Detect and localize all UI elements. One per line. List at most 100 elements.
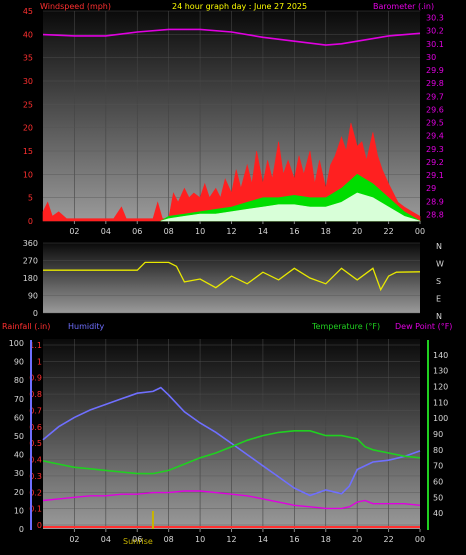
humidity-line: [42, 386, 421, 497]
hour-tick-label: 16: [289, 535, 299, 544]
barometer-tick: 29.1: [426, 171, 444, 180]
rainfall-tick: 0.4: [29, 456, 42, 465]
hour-tick-label: 06: [132, 535, 142, 544]
humidity-tick: 10: [14, 506, 24, 515]
windspeed-axis-label: Windspeed (mph): [40, 2, 111, 11]
wind-direction-series: [43, 261, 421, 292]
rainfall-ticks: 0 0.1 0.2 0.3 0.4 0.5 0.6 0.7 0.8 0.9 1 1.1: [29, 341, 42, 530]
wind-direction-grid: [43, 242, 420, 314]
rainfall-tick: 0.5: [29, 439, 42, 448]
wind-direction-ticks: 0 90 180 270 360: [23, 239, 38, 318]
hour-tick-label: 00: [415, 227, 425, 236]
direction-tick: 180: [23, 274, 38, 283]
barometer-tick: 29.6: [426, 105, 444, 114]
hour-tick-label: 18: [321, 535, 331, 544]
barometer-tick: 30.2: [426, 27, 444, 36]
hour-tick-label: 04: [101, 535, 111, 544]
temperature-line: [42, 430, 421, 475]
dewpoint-axis-label: Dew Point (°F): [395, 322, 452, 331]
barometer-tick: 29.9: [426, 66, 444, 75]
hour-tick-label: 02: [69, 227, 79, 236]
rainfall-tick: 0.9: [29, 374, 42, 383]
barometer-tick: 28.8: [426, 210, 444, 219]
windspeed-tick: 25: [23, 100, 33, 109]
barometer-tick: 29.2: [426, 158, 444, 167]
rainfall-tick: 0.8: [29, 390, 42, 399]
temperature-tick: 40: [433, 509, 443, 518]
barometer-tick: 30.3: [426, 14, 444, 23]
hour-tick-label: 04: [101, 227, 111, 236]
humidity-axis-label: Humidity: [68, 322, 105, 331]
wind-speed-ticks: 0 5 10 15 20 25 30 35 40 45: [23, 7, 33, 226]
rainfall-tick: 0.3: [29, 472, 42, 481]
temperature-tick: 100: [433, 414, 448, 423]
windspeed-tick: 0: [28, 217, 33, 226]
barometer-tick: 29.8: [426, 79, 444, 88]
rain-humidity-temp-series: [42, 386, 421, 529]
hour-tick-label: 10: [195, 535, 205, 544]
temperature-tick: 60: [433, 478, 443, 487]
humidity-tick: 80: [14, 376, 24, 385]
barometer-tick: 28.9: [426, 197, 444, 206]
windspeed-tick: 15: [23, 147, 33, 156]
rainfall-tick: 0.6: [29, 423, 42, 432]
graph-title: 24 hour graph day : June 27 2025: [172, 2, 307, 11]
hour-tick-label: 10: [195, 227, 205, 236]
rainfall-tick: 1.1: [29, 341, 42, 350]
sunrise-label: Sunrise: [123, 537, 153, 546]
direction-tick: 270: [23, 257, 38, 266]
hour-tick-label: 14: [258, 227, 268, 236]
hour-tick-label: 20: [352, 227, 362, 236]
temperature-tick: 130: [433, 367, 448, 376]
temperature-tick: 50: [433, 493, 443, 502]
humidity-ticks: 0 10 20 30 40 50 60 70 80 90 100: [9, 339, 24, 534]
rain-humidity-temp-hour-ticks: 02 04 06 08 10 12 14 16 18 20 22 00: [69, 529, 425, 544]
hour-tick-label: 20: [352, 535, 362, 544]
windspeed-tick: 5: [28, 194, 33, 203]
direction-tick: 360: [23, 239, 38, 248]
rain-humidity-temp-grid: [43, 339, 420, 529]
humidity-tick: 20: [14, 488, 24, 497]
compass-tick: S: [436, 277, 441, 286]
windspeed-area: [42, 122, 421, 222]
humidity-tick: 30: [14, 469, 24, 478]
hour-tick-label: 16: [289, 227, 299, 236]
barometer-ticks: 28.8 28.9 29 29.1 29.2 29.3 29.4 29.5 29.6 29.7 29…: [426, 14, 444, 220]
hour-tick-label: 18: [321, 227, 331, 236]
rainfall-tick: 1: [37, 357, 42, 366]
rainfall-tick: 0.1: [29, 505, 42, 514]
hour-tick-label: 08: [164, 227, 174, 236]
wind-average-area: [160, 192, 421, 222]
compass-tick: W: [436, 260, 444, 269]
hour-tick-label: 02: [69, 535, 79, 544]
rainfall-tick: 0.7: [29, 406, 42, 415]
direction-tick: 0: [33, 309, 38, 318]
humidity-tick: 60: [14, 413, 24, 422]
humidity-tick: 70: [14, 395, 24, 404]
barometer-tick: 30.1: [426, 40, 444, 49]
humidity-tick: 0: [19, 525, 24, 534]
barometer-axis-label: Barometer (.in): [373, 2, 434, 11]
barometer-tick: 29.7: [426, 92, 444, 101]
temperature-tick: 140: [433, 351, 448, 360]
hour-tick-label: 06: [132, 227, 142, 236]
barometer-tick: 29.4: [426, 132, 444, 141]
humidity-tick: 50: [14, 432, 24, 441]
humidity-tick: 90: [14, 358, 24, 367]
windspeed-tick: 35: [23, 54, 33, 63]
barometer-tick: 29.5: [426, 119, 444, 128]
rainfall-axis-label: Rainfall (.in): [2, 322, 50, 331]
hour-tick-label: 08: [164, 535, 174, 544]
windspeed-tick: 10: [23, 170, 33, 179]
hour-tick-label: 12: [226, 535, 236, 544]
rainfall-tick: 0: [37, 521, 42, 530]
windspeed-tick: 40: [23, 30, 33, 39]
hour-tick-label: 00: [415, 535, 425, 544]
barometer-tick: 29: [426, 184, 436, 193]
temperature-tick: 120: [433, 383, 448, 392]
compass-tick: N: [436, 312, 442, 321]
hour-tick-label: 22: [383, 535, 393, 544]
hour-tick-label: 22: [383, 227, 393, 236]
